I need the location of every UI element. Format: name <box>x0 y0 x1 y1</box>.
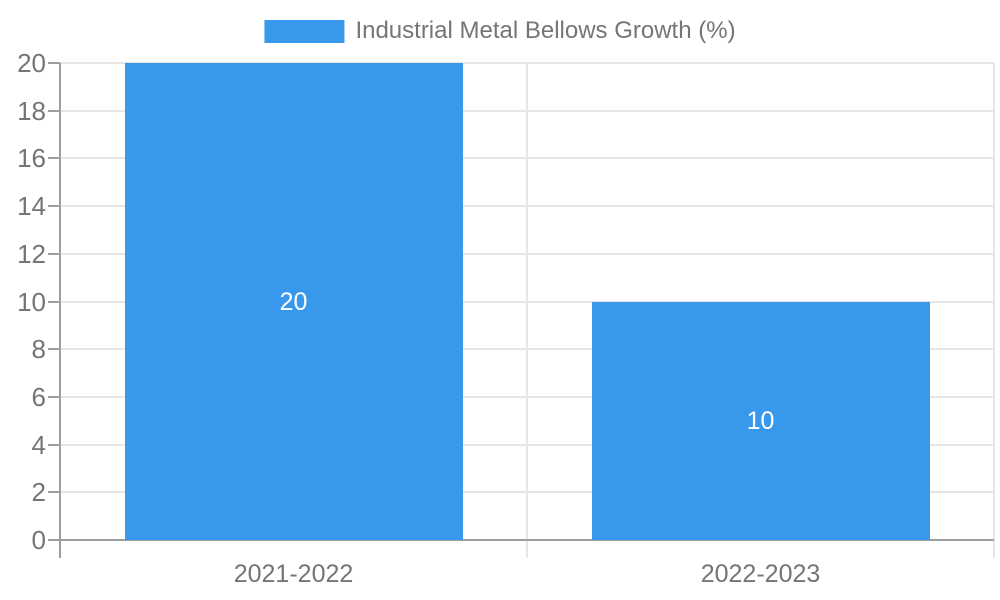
x-tick-label: 2022-2023 <box>700 560 821 588</box>
y-tick-mark <box>48 205 60 208</box>
bar-value-label: 10 <box>746 406 775 435</box>
y-tick-label: 18 <box>17 95 46 126</box>
y-tick-mark <box>48 443 60 446</box>
y-tick-label: 14 <box>17 191 46 222</box>
bar[interactable] <box>591 301 930 540</box>
y-tick-label: 12 <box>17 238 46 269</box>
category-boundary-gridline <box>993 63 995 558</box>
y-tick-label: 6 <box>31 381 46 412</box>
y-tick-mark <box>48 395 60 398</box>
y-tick-mark <box>48 348 60 351</box>
y-tick-label: 2 <box>31 477 46 508</box>
x-axis-line <box>48 539 994 541</box>
y-tick-label: 0 <box>31 525 46 555</box>
category-boundary-gridline <box>526 63 528 558</box>
legend-label: Industrial Metal Bellows Growth (%) <box>355 17 736 44</box>
y-tick-mark <box>48 252 60 255</box>
y-tick-label: 8 <box>31 334 46 365</box>
bar-value-label: 20 <box>279 287 308 316</box>
y-tick-mark <box>48 157 60 160</box>
y-tick-mark <box>48 491 60 494</box>
legend-item[interactable]: Industrial Metal Bellows Growth (%) <box>264 17 736 45</box>
y-tick-mark <box>48 62 60 64</box>
y-axis-line <box>59 63 61 558</box>
x-tick-label: 2021-2022 <box>233 560 354 588</box>
bar[interactable] <box>124 63 463 540</box>
y-tick-label: 10 <box>17 286 46 317</box>
y-tick-label: 4 <box>31 429 46 460</box>
y-tick-label: 16 <box>17 143 46 174</box>
y-tick-mark <box>48 109 60 112</box>
y-tick-mark <box>48 300 60 303</box>
y-tick-label: 20 <box>17 48 46 78</box>
legend-swatch-icon <box>264 19 345 43</box>
